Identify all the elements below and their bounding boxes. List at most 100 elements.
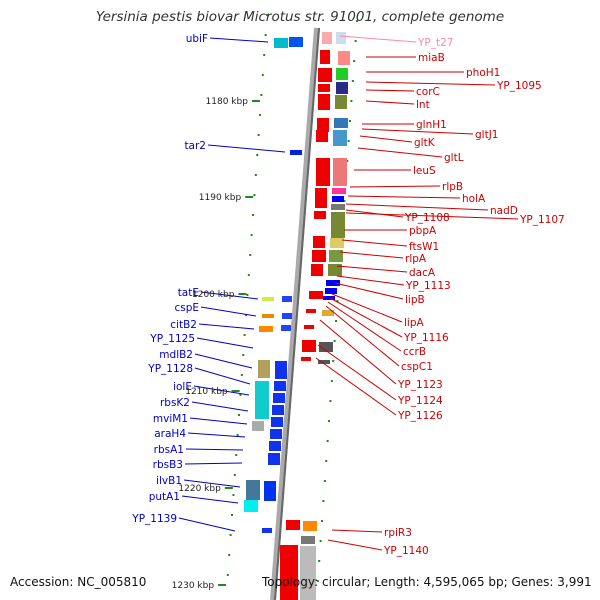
gene-label: pbpA bbox=[409, 225, 437, 237]
feature-block bbox=[289, 37, 303, 47]
leader-line bbox=[345, 203, 489, 211]
leader-line bbox=[361, 128, 474, 135]
scale-dot bbox=[252, 214, 255, 216]
feature-block bbox=[303, 521, 317, 531]
tick-mark bbox=[231, 390, 240, 392]
feature-block bbox=[275, 361, 287, 379]
scale-dot bbox=[346, 160, 349, 162]
scale-dot bbox=[253, 194, 256, 196]
scale-dot bbox=[329, 400, 332, 402]
scale-dot bbox=[323, 480, 326, 482]
scale-dot bbox=[347, 140, 350, 142]
gene-label: glnH1 bbox=[416, 119, 447, 131]
gene-label: dacA bbox=[409, 267, 436, 279]
feature-block bbox=[336, 68, 348, 80]
gene-label: YP_1126 bbox=[397, 410, 443, 422]
feature-block bbox=[326, 280, 340, 286]
feature-block bbox=[301, 357, 311, 361]
feature-block bbox=[290, 150, 302, 155]
leader-line bbox=[207, 144, 286, 153]
scale-dot bbox=[335, 320, 338, 322]
feature-block bbox=[264, 481, 276, 501]
feature-block bbox=[333, 130, 347, 146]
tick-label: 1180 kbp bbox=[206, 97, 249, 107]
tick-label: 1220 kbp bbox=[178, 484, 221, 494]
leader-line bbox=[196, 337, 254, 349]
gene-label: ilvB1 bbox=[156, 475, 182, 487]
feature-block bbox=[270, 429, 282, 439]
gene-label: gltJ1 bbox=[475, 129, 498, 141]
gene-label: mviM1 bbox=[153, 413, 188, 425]
leader-line bbox=[178, 517, 236, 532]
leader-line bbox=[183, 479, 241, 488]
gene-label: lnt bbox=[416, 99, 430, 111]
gene-label: tar2 bbox=[184, 140, 206, 152]
scale-dot bbox=[319, 540, 322, 542]
scale-dot bbox=[233, 474, 236, 476]
gene-label: rpiR3 bbox=[384, 527, 412, 539]
feature-block bbox=[325, 288, 337, 294]
backbone-core bbox=[274, 27, 320, 600]
scale-dot bbox=[261, 74, 264, 76]
gene-label: ubiF bbox=[186, 33, 208, 45]
scale-dot bbox=[235, 454, 238, 456]
gene-label: YP_1123 bbox=[397, 379, 443, 391]
gene-labels: ubiF tar2 tatE cspE citB2 YP_1125 mdlB2 YP_1128… bbox=[131, 33, 564, 557]
scale-dot bbox=[260, 94, 263, 96]
leader-line bbox=[193, 385, 250, 396]
scale-dot bbox=[256, 154, 259, 156]
gene-label: YP_1116 bbox=[403, 332, 449, 344]
leader-line bbox=[339, 251, 404, 259]
feature-block bbox=[300, 546, 316, 600]
scale-dot bbox=[249, 254, 252, 256]
feature-block bbox=[246, 480, 260, 500]
leader-line bbox=[315, 357, 397, 416]
feature-block bbox=[323, 296, 335, 300]
scale-dot bbox=[350, 100, 353, 102]
feature-block bbox=[316, 158, 330, 186]
scale-dot bbox=[254, 174, 257, 176]
leader-line bbox=[185, 448, 244, 451]
scale-dot bbox=[243, 334, 246, 336]
feature-block bbox=[316, 130, 328, 142]
feature-block bbox=[268, 453, 280, 465]
feature-block bbox=[318, 94, 330, 110]
feature-block bbox=[271, 417, 283, 427]
label-leaders bbox=[178, 35, 519, 551]
backbone bbox=[270, 27, 320, 600]
gene-label: YP_1108 bbox=[404, 212, 450, 224]
tick-label: 1210 kbp bbox=[185, 387, 228, 397]
scale-dot bbox=[239, 394, 242, 396]
scale-dot bbox=[316, 580, 319, 582]
feature-block bbox=[312, 250, 326, 262]
map-title: Yersinia pestis biovar Microtus str. 910… bbox=[95, 9, 505, 25]
leader-line bbox=[200, 291, 259, 300]
feature-block bbox=[332, 188, 346, 194]
gene-label: gltL bbox=[444, 152, 464, 164]
gene-label: phoH1 bbox=[466, 67, 500, 79]
leader-line bbox=[184, 462, 243, 465]
scale-dot bbox=[245, 314, 248, 316]
leader-line bbox=[341, 239, 408, 247]
scale-dot bbox=[351, 80, 354, 82]
scale-dot bbox=[349, 120, 352, 122]
leader-line bbox=[336, 265, 408, 273]
leader-line bbox=[327, 539, 383, 551]
leader-line bbox=[339, 35, 417, 43]
gene-label: lipB bbox=[405, 294, 425, 306]
scale-dot bbox=[257, 134, 260, 136]
feature-block bbox=[336, 32, 346, 44]
scale-dot bbox=[333, 340, 336, 342]
feature-block bbox=[252, 421, 264, 431]
scale-dot bbox=[328, 420, 331, 422]
feature-block bbox=[338, 51, 350, 65]
gene-label: cspC1 bbox=[401, 361, 433, 373]
scale-dot bbox=[322, 500, 325, 502]
feature-block bbox=[262, 528, 272, 533]
backbone-line bbox=[270, 27, 320, 600]
topology-text: Topology: circular; Length: 4,595,065 bp… bbox=[262, 575, 592, 589]
scale-dot bbox=[336, 300, 339, 302]
feature-block bbox=[311, 264, 323, 276]
feature-block bbox=[273, 393, 285, 403]
